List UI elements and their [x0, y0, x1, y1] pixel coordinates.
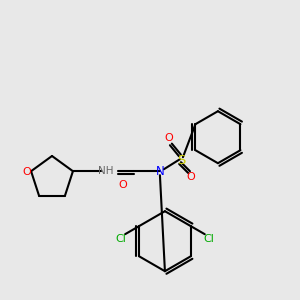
Text: O: O — [118, 180, 127, 190]
Text: O: O — [23, 167, 32, 177]
Text: S: S — [177, 154, 185, 167]
Text: O: O — [164, 133, 173, 143]
Text: NH: NH — [98, 166, 114, 176]
Text: N: N — [155, 165, 164, 178]
Text: Cl: Cl — [116, 234, 127, 244]
Text: O: O — [187, 172, 195, 182]
Text: Cl: Cl — [203, 234, 214, 244]
